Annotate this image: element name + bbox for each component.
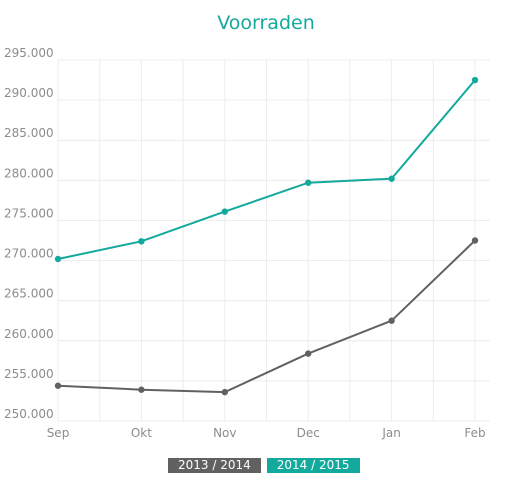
y-tick-label: 275.000 [4,206,54,220]
x-tick-label: Feb [464,426,485,440]
x-tick-label: Jan [381,426,401,440]
y-tick-label: 280.000 [4,166,54,180]
x-tick-label: Sep [47,426,70,440]
y-tick-label: 250.000 [4,407,54,421]
chart-title: Voorraden [217,12,315,34]
series-0 [54,237,479,396]
data-point[interactable] [138,386,145,393]
data-point[interactable] [221,208,228,215]
data-point[interactable] [471,237,479,244]
legend: 2013 / 2014 2014 / 2015 [168,458,360,473]
x-tick-label: Nov [213,426,236,440]
y-tick-label: 255.000 [4,367,54,381]
series [54,76,479,396]
legend-item-2014-2015[interactable]: 2014 / 2015 [266,458,360,473]
series-line [57,239,476,394]
data-point[interactable] [54,382,62,389]
data-point[interactable] [54,255,62,263]
y-tick-label: 290.000 [4,86,54,100]
y-tick-label: 295.000 [4,46,54,60]
data-point[interactable] [138,238,145,245]
data-point[interactable] [388,317,395,324]
data-point[interactable] [471,76,479,84]
data-point[interactable] [305,179,312,186]
series-1 [54,76,479,263]
y-tick-label: 270.000 [4,247,54,261]
x-tick-label: Okt [131,426,152,440]
series-line [57,79,476,260]
y-tick-label: 260.000 [4,327,54,341]
data-point[interactable] [221,388,228,396]
data-point[interactable] [388,175,395,182]
y-tick-label: 285.000 [4,126,54,140]
x-axis-tick-labels: Sep Okt Nov Dec Jan Feb [47,426,486,440]
x-tick-label: Dec [297,426,320,440]
y-axis-tick-labels: 295.000 290.000 285.000 280.000 275.000 270.0… [4,46,54,421]
legend-item-2013-2014[interactable]: 2013 / 2014 [168,458,261,473]
data-point[interactable] [305,350,312,357]
y-tick-label: 265.000 [4,287,54,301]
grid [57,59,490,422]
